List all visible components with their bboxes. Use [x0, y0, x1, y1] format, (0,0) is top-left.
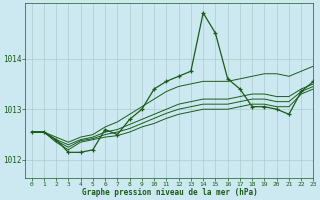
- X-axis label: Graphe pression niveau de la mer (hPa): Graphe pression niveau de la mer (hPa): [82, 188, 257, 197]
